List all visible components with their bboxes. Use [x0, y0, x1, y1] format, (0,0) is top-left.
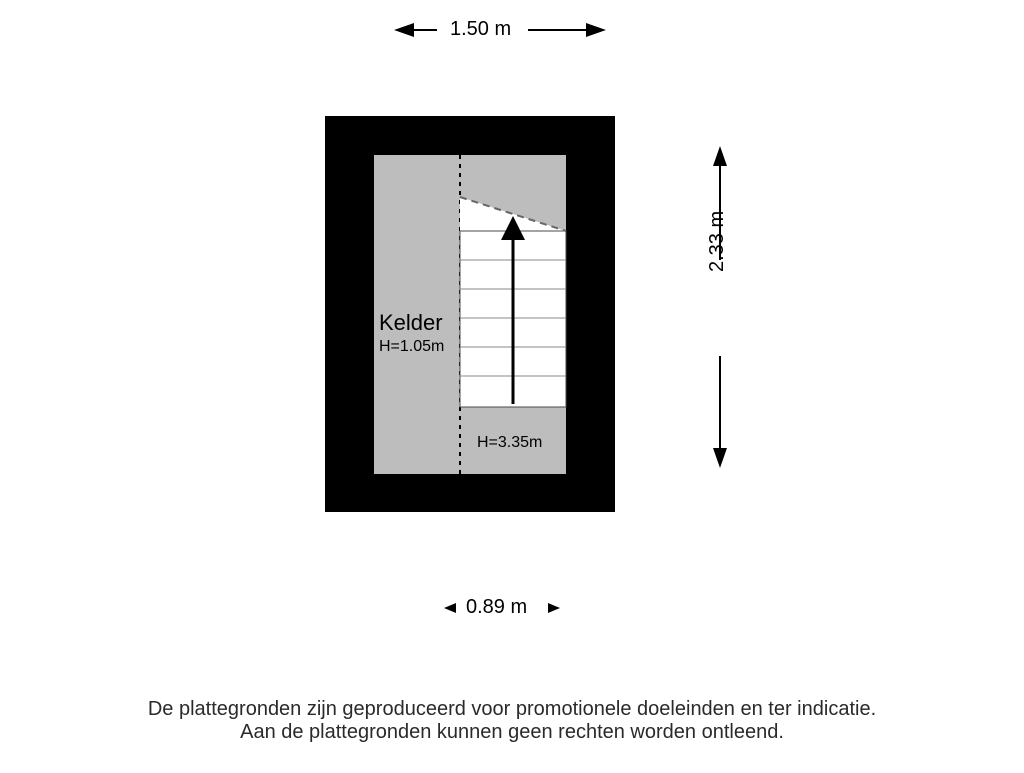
floorplan-svg — [0, 0, 1024, 768]
disclaimer-line-2: Aan de plattegronden kunnen geen rechten… — [240, 721, 784, 743]
height-label-top: H=1.05m — [379, 338, 444, 356]
dim-bottom-arrow-left — [444, 603, 456, 613]
room-name-label: Kelder — [379, 310, 443, 336]
dim-right-arrow-top — [713, 146, 727, 166]
floorplan-canvas: 1.50 m 2.33 m 0.89 m Kelder H=1.05m H=3.… — [0, 0, 1024, 768]
dim-top-arrow-right — [586, 23, 606, 37]
dim-bottom-label: 0.89 m — [466, 596, 527, 619]
disclaimer-line-1: De plattegronden zijn geproduceerd voor … — [148, 698, 876, 720]
dim-right-arrow-bottom — [713, 448, 727, 468]
height-label-bottom: H=3.35m — [477, 434, 542, 452]
dim-top-arrow-left — [394, 23, 414, 37]
dim-top-label: 1.50 m — [450, 18, 511, 41]
dim-bottom-arrow-right — [548, 603, 560, 613]
disclaimer-text: De plattegronden zijn geproduceerd voor … — [0, 698, 1024, 744]
dim-right-label: 2.33 m — [706, 211, 729, 272]
